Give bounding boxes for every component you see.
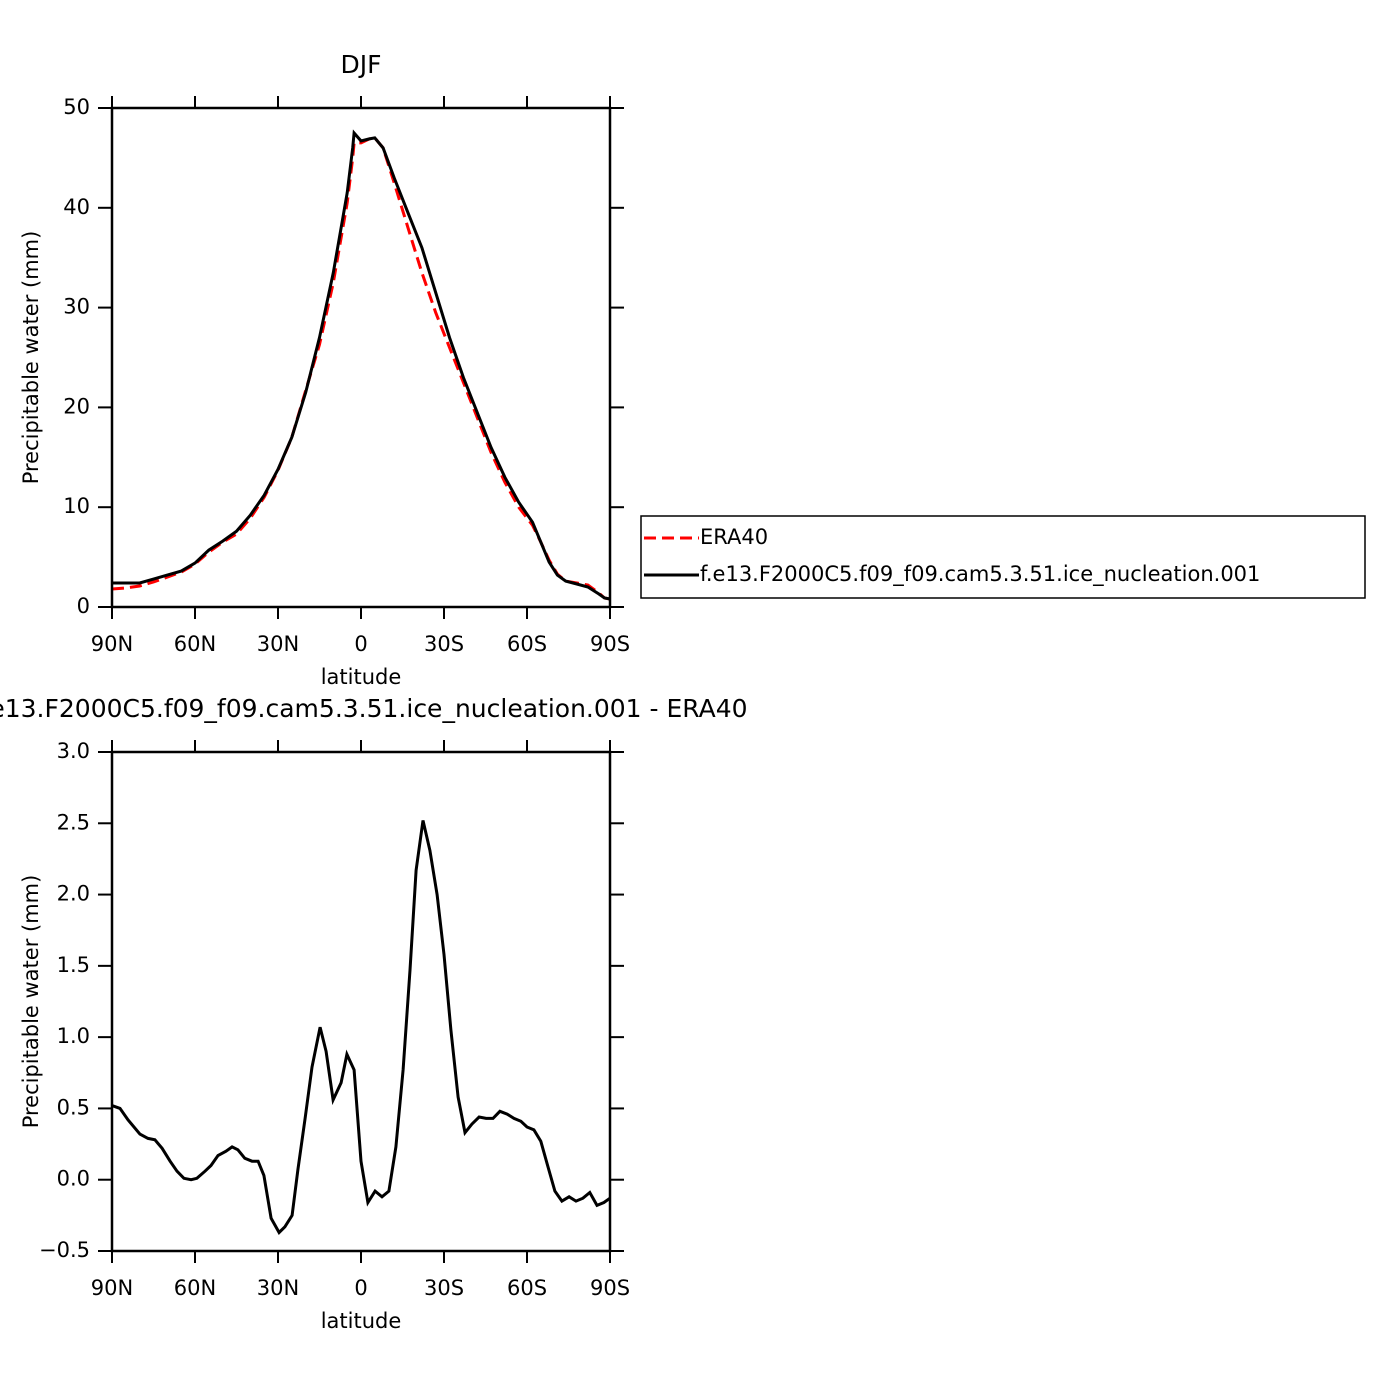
data-line [112, 129, 611, 601]
y-tick-label: 1.5 [57, 953, 90, 977]
legend-label: ERA40 [700, 525, 768, 549]
x-tick-label: 30N [257, 632, 299, 656]
y-tick-label: 50 [63, 95, 90, 119]
x-tick-label: 60N [174, 1276, 216, 1300]
x-tick-label: 30S [424, 632, 464, 656]
x-tick-label: 90S [590, 1276, 630, 1300]
y-tick-label: 0 [77, 594, 90, 618]
y-tick-label: 30 [63, 295, 90, 319]
y-tick-label: −0.5 [39, 1238, 90, 1262]
data-line [111, 820, 611, 1235]
chart-title: DJF [340, 50, 381, 79]
y-axis-label: Precipitable water (mm) [19, 231, 43, 485]
legend-box [640, 515, 1366, 599]
legend-label: f.e13.F2000C5.f09_f09.cam5.3.51.ice_nucl… [700, 562, 1260, 587]
x-tick-label: 60S [507, 1276, 547, 1300]
x-tick-label: 90S [590, 632, 630, 656]
y-tick-label: 0.5 [57, 1095, 90, 1119]
x-tick-label: 60N [174, 632, 216, 656]
y-tick-label: 0.0 [57, 1167, 90, 1191]
x-axis-label: latitude [321, 1309, 402, 1333]
y-tick-label: 3.0 [57, 739, 90, 763]
y-tick-label: 40 [63, 195, 90, 219]
x-tick-label: 0 [354, 1276, 367, 1300]
x-tick-label: 30N [257, 1276, 299, 1300]
x-tick-label: 30S [424, 1276, 464, 1300]
y-tick-label: 2.0 [57, 882, 90, 906]
y-tick-label: 2.5 [57, 810, 90, 834]
y-tick-label: 10 [63, 494, 90, 518]
plot-frame [110, 750, 612, 1253]
y-axis-label: Precipitable water (mm) [19, 875, 43, 1129]
x-tick-label: 90N [91, 1276, 133, 1300]
x-tick-label: 60S [507, 632, 547, 656]
chart-title: f.e13.F2000C5.f09_f09.cam5.3.51.ice_nucl… [0, 694, 748, 723]
x-axis-label: latitude [321, 665, 402, 689]
y-tick-label: 1.0 [57, 1024, 90, 1048]
x-tick-label: 90N [91, 632, 133, 656]
x-tick-label: 0 [354, 632, 367, 656]
y-tick-label: 20 [63, 394, 90, 418]
plot-frame [110, 106, 612, 609]
